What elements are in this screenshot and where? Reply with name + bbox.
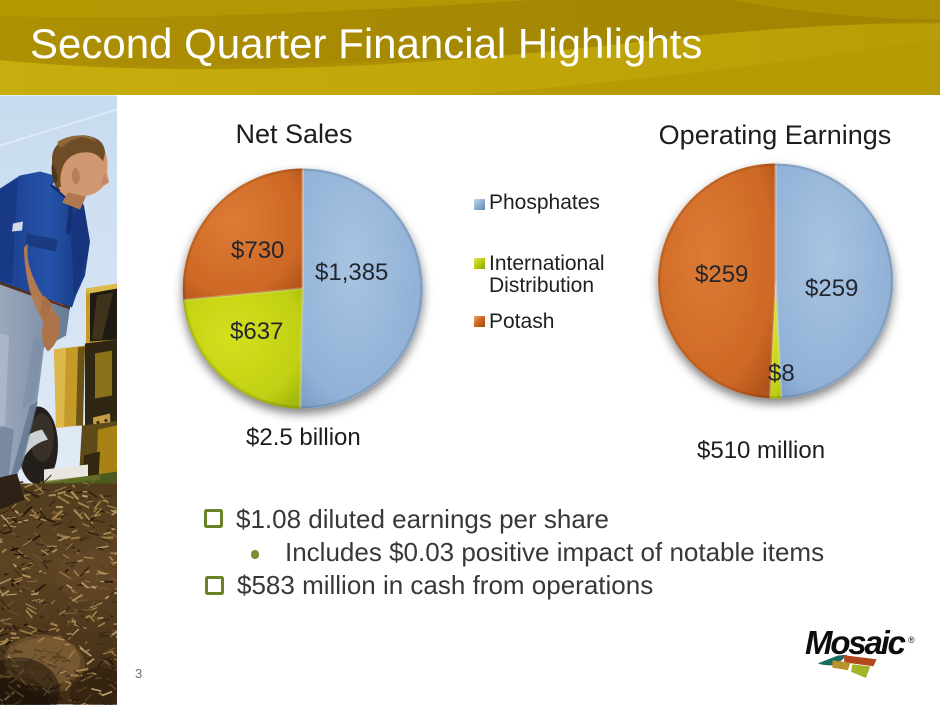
svg-text:Mosaic: Mosaic bbox=[805, 624, 906, 661]
svg-text:®: ® bbox=[908, 635, 915, 645]
